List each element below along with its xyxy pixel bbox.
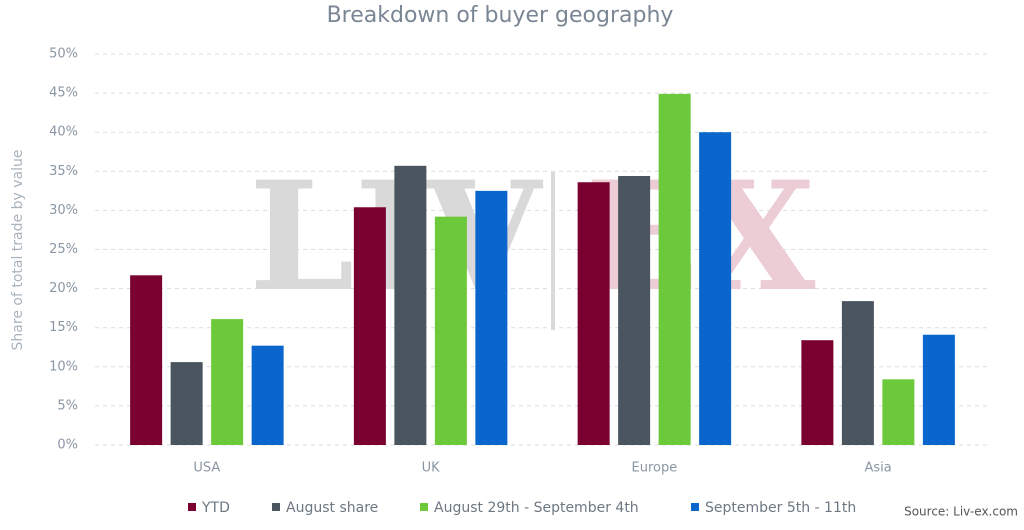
source: Source: Liv-ex.com	[904, 505, 1018, 519]
legend-label: September 5th - 11th	[705, 500, 856, 516]
y-tick-label: 40%	[49, 125, 78, 140]
y-tick-label: 30%	[49, 203, 78, 218]
y-tick-label: 20%	[49, 281, 78, 296]
y-tick-label: 0%	[57, 438, 78, 453]
legend-label: YTD	[201, 500, 230, 516]
legend-swatch	[420, 503, 428, 511]
bar	[353, 207, 386, 445]
y-tick-label: 25%	[49, 242, 78, 257]
x-tick-label: USA	[193, 461, 220, 476]
x-tick-label: Europe	[632, 461, 678, 476]
y-tick-label: 10%	[49, 359, 78, 374]
legend-label: August share	[286, 500, 378, 516]
bar	[922, 334, 955, 445]
bar	[251, 345, 284, 445]
bar	[618, 175, 651, 445]
bar	[394, 165, 427, 446]
y-tick-label: 45%	[49, 86, 78, 101]
bar	[170, 362, 203, 445]
bar	[882, 379, 915, 445]
bar	[801, 340, 834, 445]
legend-swatch	[272, 503, 280, 511]
bar	[841, 301, 874, 445]
legend-swatch	[691, 503, 699, 511]
bar	[434, 216, 467, 445]
bar	[577, 182, 610, 446]
y-axis-label: Share of total trade by value	[10, 150, 26, 351]
legend-label: August 29th - September 4th	[434, 500, 639, 516]
bar	[211, 319, 244, 445]
bar	[658, 93, 691, 445]
bar	[130, 275, 163, 445]
bar	[699, 132, 732, 445]
y-tick-label: 35%	[49, 164, 78, 179]
y-tick-label: 5%	[57, 398, 78, 413]
chart-title: Breakdown of buyer geography	[327, 3, 674, 28]
x-tick-label: UK	[422, 461, 441, 476]
y-tick-label: 50%	[49, 47, 78, 62]
y-tick-label: 15%	[49, 320, 78, 335]
x-tick-label: Asia	[865, 461, 892, 476]
legend-swatch	[188, 503, 196, 511]
bar	[475, 190, 508, 445]
